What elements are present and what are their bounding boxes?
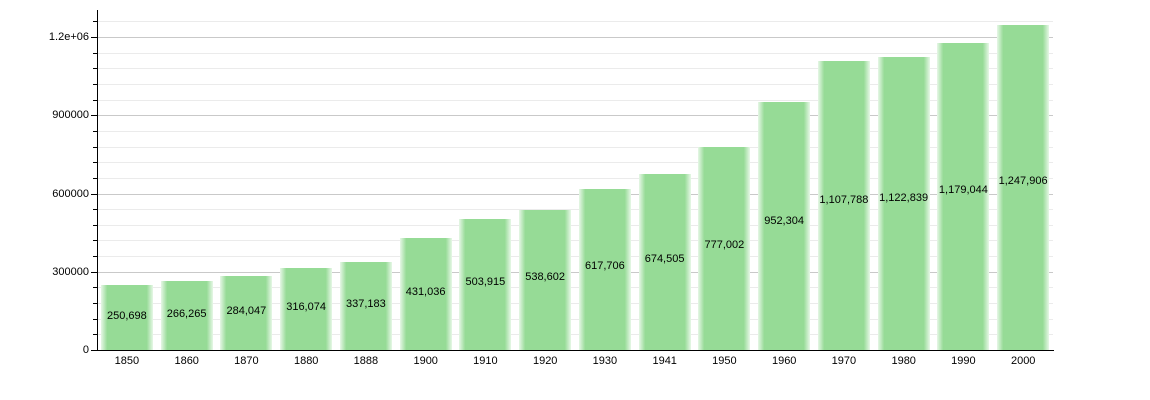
bar-value-label: 952,304 xyxy=(764,214,804,227)
y-tick-label: 300000 xyxy=(52,265,89,278)
y-minor-tick xyxy=(93,287,97,289)
minor-gridline xyxy=(97,68,1053,70)
y-major-tick xyxy=(91,193,97,195)
y-major-tick xyxy=(91,115,97,117)
x-tick-label: 1960 xyxy=(771,355,797,367)
y-major-tick xyxy=(91,37,97,38)
bar-value-label: 431,036 xyxy=(405,285,446,298)
y-minor-tick xyxy=(93,256,97,258)
minor-gridline xyxy=(97,287,1053,289)
bar: 337,183 xyxy=(339,262,392,350)
bar: 503,915 xyxy=(459,218,512,350)
x-tick-label: 1850 xyxy=(114,355,140,367)
bar-value-label: 1,247,906 xyxy=(998,174,1048,187)
bar: 1,247,906 xyxy=(997,24,1050,350)
y-minor-tick xyxy=(93,146,97,148)
minor-gridline xyxy=(97,162,1053,164)
minor-gridline xyxy=(97,318,1053,320)
minor-gridline xyxy=(97,240,1053,242)
y-tick-label: 0 xyxy=(82,344,89,356)
x-tick-label: 1950 xyxy=(712,355,737,367)
x-tick-label: 1930 xyxy=(592,355,618,367)
bar: 250,698 xyxy=(100,284,153,350)
y-minor-tick xyxy=(93,177,97,179)
bar-value-label: 1,179,044 xyxy=(938,184,988,197)
y-minor-tick xyxy=(93,162,97,164)
minor-gridline xyxy=(97,256,1053,258)
x-axis-line xyxy=(97,350,1054,351)
bar: 617,706 xyxy=(578,188,631,350)
bar: 674,505 xyxy=(638,174,691,350)
bar-value-label: 1,122,839 xyxy=(879,191,929,204)
bar: 538,602 xyxy=(519,209,572,350)
bar-value-label: 617,706 xyxy=(585,260,625,273)
minor-gridline xyxy=(97,21,1053,23)
minor-gridline xyxy=(97,177,1053,179)
y-major-tick xyxy=(91,350,97,351)
y-minor-tick xyxy=(93,21,97,23)
minor-gridline xyxy=(97,334,1053,336)
x-tick-label: 1870 xyxy=(234,355,259,367)
minor-gridline xyxy=(97,83,1053,85)
bar-value-label: 777,002 xyxy=(704,238,745,251)
bar: 1,122,839 xyxy=(877,57,930,350)
bar-value-label: 284,047 xyxy=(226,305,267,318)
minor-gridline xyxy=(97,52,1053,54)
x-tick-label: 1970 xyxy=(831,355,857,367)
bar: 431,036 xyxy=(399,237,452,350)
bar: 1,107,788 xyxy=(817,61,870,350)
bar-value-label: 316,074 xyxy=(286,301,326,314)
y-axis-line xyxy=(97,10,98,351)
bar-value-label: 674,505 xyxy=(644,252,685,265)
minor-gridline xyxy=(97,209,1053,211)
bar: 777,002 xyxy=(698,147,751,350)
y-minor-tick xyxy=(93,224,97,226)
y-minor-tick xyxy=(93,303,97,305)
bar: 952,304 xyxy=(758,101,811,350)
x-tick-label: 1910 xyxy=(473,355,498,367)
x-tick-label: 1900 xyxy=(413,355,438,367)
major-gridline xyxy=(97,37,1053,38)
y-minor-tick xyxy=(93,209,97,211)
y-minor-tick xyxy=(93,240,97,242)
x-tick-label: 1860 xyxy=(174,355,199,367)
major-gridline xyxy=(97,193,1053,195)
minor-gridline xyxy=(97,224,1053,226)
x-tick-label: 1888 xyxy=(353,355,379,367)
x-tick-label: 1980 xyxy=(891,355,916,367)
y-minor-tick xyxy=(93,52,97,54)
bar-value-label: 337,183 xyxy=(346,298,386,311)
x-tick-label: 2000 xyxy=(1010,355,1036,367)
minor-gridline xyxy=(97,130,1053,132)
y-tick-label: 900000 xyxy=(52,109,89,122)
y-minor-tick xyxy=(93,130,97,132)
x-tick-label: 1880 xyxy=(293,355,319,367)
major-gridline xyxy=(97,271,1053,273)
minor-gridline xyxy=(97,99,1053,101)
bar: 1,179,044 xyxy=(937,42,990,350)
y-tick-label: 600000 xyxy=(52,187,89,200)
bar: 266,265 xyxy=(160,280,213,350)
bar-value-label: 250,698 xyxy=(107,309,147,322)
x-tick-label: 1941 xyxy=(652,355,677,367)
y-tick-label: 1.2e+06 xyxy=(48,31,89,43)
x-tick-label: 1990 xyxy=(951,355,976,367)
bar: 284,047 xyxy=(220,275,273,350)
y-minor-tick xyxy=(93,99,97,101)
y-minor-tick xyxy=(93,68,97,70)
y-minor-tick xyxy=(93,83,97,85)
bar-value-label: 503,915 xyxy=(465,275,506,288)
x-tick-label: 1920 xyxy=(532,355,558,367)
major-gridline xyxy=(97,115,1053,117)
y-minor-tick xyxy=(93,334,97,336)
y-minor-tick xyxy=(93,318,97,320)
minor-gridline xyxy=(97,146,1053,148)
y-major-tick xyxy=(91,271,97,273)
bar: 316,074 xyxy=(280,267,333,350)
bar-value-label: 538,602 xyxy=(525,270,565,283)
bar-value-label: 266,265 xyxy=(166,307,207,320)
minor-gridline xyxy=(97,303,1053,305)
bar-value-label: 1,107,788 xyxy=(819,193,869,206)
